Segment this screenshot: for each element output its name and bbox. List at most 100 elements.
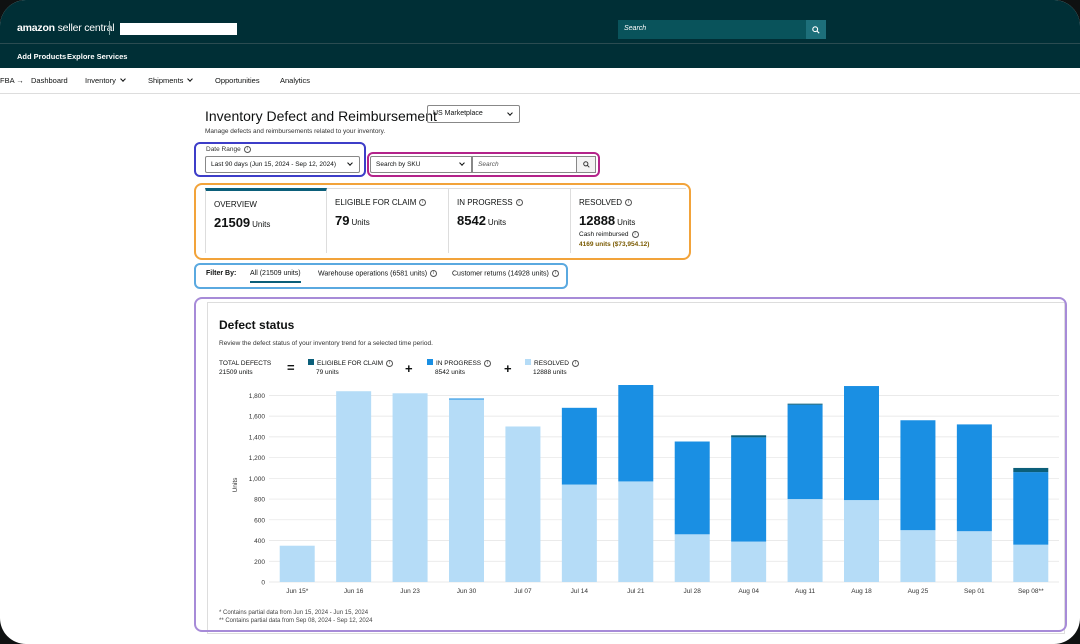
legend-in-progress: IN PROGRESS i 8542 units [427, 359, 492, 377]
info-icon[interactable]: i [430, 270, 438, 277]
filter-all[interactable]: All (21509 units) [250, 270, 301, 283]
card-eligible[interactable]: ELIGIBLE FOR CLAIM i 79 Units [327, 188, 449, 253]
store-selector[interactable] [120, 23, 237, 35]
page-subtitle: Manage defects and reimbursements relate… [205, 128, 386, 135]
legend-total: TOTAL DEFECTS 21509 units [219, 359, 271, 377]
y-tick-label: 200 [254, 559, 265, 566]
total-value: 21509 units [219, 369, 253, 376]
info-icon[interactable]: i [386, 359, 394, 367]
chevron-down-icon [120, 76, 126, 82]
sku-search-button[interactable] [577, 156, 596, 173]
info-icon[interactable]: i [515, 199, 523, 207]
card-resolved[interactable]: RESOLVED i 12888 Units Cash reimbursed i 41… [571, 188, 686, 253]
resolved-value: 12888 units [533, 369, 567, 376]
bar-segment [674, 441, 710, 535]
nav-analytics[interactable]: Analytics [280, 76, 311, 85]
cash-reimbursed-label: Cash reimbursed i [579, 231, 639, 238]
x-tick-label: Jun 30 [457, 588, 477, 595]
card-eligible-value: 79 Units [335, 213, 370, 228]
bar-segment [561, 484, 597, 582]
bar-segment [1013, 472, 1049, 545]
bar-segment [844, 500, 879, 582]
explore-services-link[interactable]: Explore Services [67, 52, 128, 61]
bar-segment [392, 393, 428, 582]
search-icon [582, 161, 590, 168]
nav-fba[interactable]: FBA → [0, 76, 24, 85]
legend-eligible: ELIGIBLE FOR CLAIM i 79 units [308, 359, 394, 377]
x-tick-label: Jun 23 [400, 588, 420, 595]
info-icon[interactable]: i [484, 359, 492, 367]
x-tick-label: Aug 25 [908, 588, 929, 595]
filter-warehouse[interactable]: Warehouse operations (6581 units) i [318, 270, 438, 278]
y-tick-label: 1,800 [249, 393, 266, 400]
top-bar: amazon seller central Search [0, 0, 1080, 43]
nav-dashboard[interactable]: Dashboard [31, 76, 68, 85]
card-in-progress-value: 8542 Units [457, 213, 507, 228]
info-icon[interactable]: i [571, 359, 579, 367]
bar-segment [956, 424, 992, 532]
info-icon[interactable]: i [243, 146, 251, 153]
bar-segment [900, 420, 936, 531]
bar-segment [731, 437, 767, 542]
y-tick-label: 1,600 [249, 414, 266, 421]
card-in-progress-title: IN PROGRESS i [457, 198, 523, 207]
search-icon [812, 25, 820, 34]
y-tick-label: 800 [254, 497, 265, 504]
footnote-partial-end: ** Contains partial data from Sep 08, 20… [219, 618, 373, 624]
chevron-down-icon [507, 110, 513, 116]
sku-type-select[interactable]: Search by SKU [370, 156, 472, 173]
card-eligible-title: ELIGIBLE FOR CLAIM i [335, 198, 427, 207]
card-overview[interactable]: OVERVIEW 21509 Units [205, 188, 327, 253]
bar-segment [787, 499, 823, 582]
date-range-highlight [194, 142, 366, 177]
global-search-button[interactable] [806, 20, 826, 39]
legend-resolved: RESOLVED i 12888 units [525, 359, 579, 377]
date-range-select[interactable]: Last 90 days (Jun 15, 2024 - Sep 12, 202… [205, 156, 360, 173]
x-tick-label: Sep 08** [1018, 588, 1044, 595]
date-range-label: Date Range i [206, 146, 251, 153]
bar-segment [731, 435, 767, 438]
chevron-down-icon [187, 76, 194, 82]
nav-fba-label: FBA [0, 76, 15, 85]
arrow-right-icon: → [16, 76, 24, 85]
bar-segment [674, 534, 710, 582]
seller-central-logo[interactable]: amazon seller central [17, 22, 115, 34]
filter-warehouse-label: Warehouse operations (6581 units) [318, 270, 428, 278]
bar-segment [505, 426, 541, 582]
progress-value: 8542 units [435, 369, 465, 376]
chevron-down-icon [347, 160, 353, 166]
defect-status-chart: 0 200 400 600 800 1,000 1,200 1,400 1,600 1,800 Un… [232, 385, 1059, 595]
add-products-link[interactable]: Add Products [17, 52, 67, 61]
filter-label: Filter By: [206, 270, 237, 277]
info-icon[interactable]: i [624, 199, 632, 207]
filter-customer-returns[interactable]: Customer returns (14928 units) i [452, 270, 559, 277]
nav-shipments[interactable]: Shipments [148, 76, 194, 85]
sku-search-input[interactable]: Search [472, 156, 577, 173]
global-search-input[interactable]: Search [618, 20, 806, 39]
card-in-progress[interactable]: IN PROGRESS i 8542 Units [449, 188, 571, 253]
x-tick-label: Aug 18 [851, 588, 872, 595]
plus-sign: + [405, 361, 413, 376]
summary-cards-highlight [194, 183, 691, 260]
info-icon[interactable]: i [419, 199, 427, 207]
filter-highlight [194, 263, 568, 289]
card-resolved-title: RESOLVED i [579, 198, 632, 207]
logo-divider [109, 21, 110, 35]
chart-highlight [194, 297, 1067, 632]
card-overview-value: 21509 Units [214, 215, 271, 230]
bar-segment [561, 407, 597, 485]
filter-customer-returns-label: Customer returns (14928 units) [452, 270, 549, 278]
x-tick-label: Aug 11 [795, 588, 816, 595]
footnote-partial-start: * Contains partial data from Jun 15, 202… [219, 610, 369, 616]
defect-status-description: Review the defect status of your invento… [219, 340, 433, 347]
bar-segment [1013, 544, 1049, 582]
info-icon[interactable]: i [551, 270, 559, 277]
nav-opportunities[interactable]: Opportunities [215, 76, 260, 85]
nav-shipments-label: Shipments [148, 76, 184, 85]
bar-segment [787, 404, 823, 500]
nav-inventory[interactable]: Inventory [85, 76, 126, 85]
info-icon[interactable]: i [631, 231, 639, 238]
x-tick-label: Jul 07 [514, 588, 532, 595]
marketplace-select[interactable]: US Marketplace [427, 105, 520, 123]
